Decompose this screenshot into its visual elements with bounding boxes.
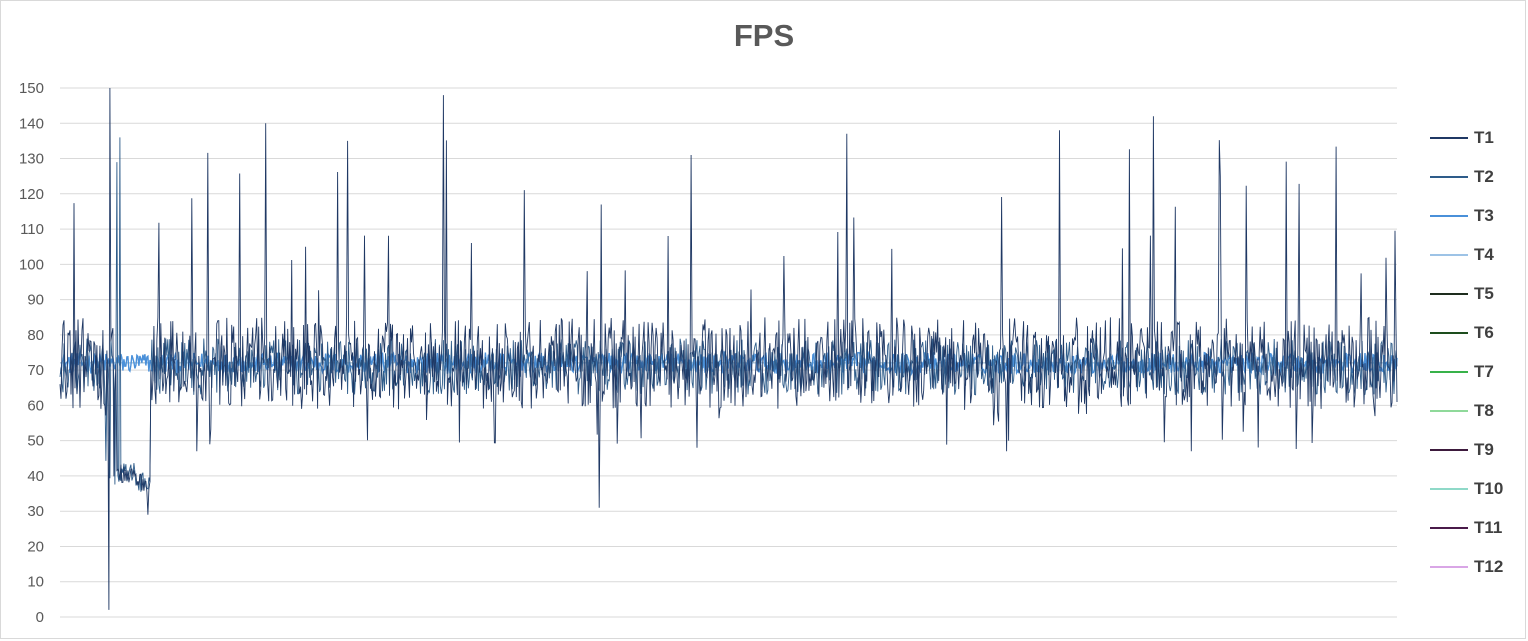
series-line-t1: [59, 87, 1398, 610]
gridlines: [60, 87, 1397, 618]
legend-item-t3: T3: [1430, 204, 1520, 243]
y-tick-label: 40: [27, 468, 44, 485]
legend-label: T7: [1474, 362, 1494, 381]
y-tick-label: 30: [27, 503, 44, 520]
legend-label: T3: [1474, 206, 1494, 225]
legend-swatch: [1430, 293, 1468, 295]
legend-label: T2: [1474, 167, 1494, 186]
legend-swatch: [1430, 410, 1468, 412]
chart-title: FPS: [733, 18, 795, 53]
legend-label: T4: [1474, 245, 1494, 264]
y-tick-label: 60: [27, 397, 44, 414]
legend-swatch: [1430, 371, 1468, 373]
y-tick-label: 120: [19, 186, 44, 203]
legend-label: T12: [1474, 557, 1504, 576]
y-tick-label: 50: [27, 433, 44, 450]
legend-item-t2: T2: [1430, 165, 1520, 204]
legend-swatch: [1430, 137, 1468, 139]
legend-label: T10: [1474, 479, 1504, 498]
legend-item-t8: T8: [1430, 399, 1520, 438]
y-tick-label: 130: [19, 151, 44, 168]
legend-item-t10: T10: [1430, 477, 1520, 516]
legend-item-t9: T9: [1430, 438, 1520, 477]
legend-swatch: [1430, 176, 1468, 178]
legend-label: T8: [1474, 401, 1494, 420]
legend-item-t7: T7: [1430, 360, 1520, 399]
legend-swatch: [1430, 488, 1468, 490]
y-tick-label: 10: [27, 574, 44, 591]
legend-swatch: [1430, 254, 1468, 256]
legend-swatch: [1430, 215, 1468, 217]
legend-swatch: [1430, 566, 1468, 568]
series-line-t2: [59, 137, 1398, 492]
y-axis-tick-labels: 0 10 20 30 40 50 60 70 80 90 100 110 120 130 140 150: [19, 80, 44, 626]
y-tick-label: 70: [27, 362, 44, 379]
y-tick-label: 140: [19, 115, 44, 132]
legend-label: T11: [1474, 518, 1503, 537]
legend-swatch: [1430, 527, 1468, 529]
legend-item-t5: T5: [1430, 282, 1520, 321]
y-tick-label: 0: [36, 609, 44, 626]
legend-label: T1: [1474, 128, 1494, 147]
y-tick-label: 20: [27, 538, 44, 555]
y-tick-label: 150: [19, 80, 44, 97]
legend-label: T6: [1474, 323, 1494, 342]
legend-item-t1: T1: [1430, 126, 1520, 165]
y-tick-label: 90: [27, 292, 44, 309]
legend-item-t11: T11: [1430, 516, 1520, 555]
y-tick-label: 100: [19, 256, 44, 273]
series-lines: [59, 87, 1398, 610]
legend-swatch: [1430, 449, 1468, 451]
y-tick-label: 110: [20, 221, 44, 238]
legend-swatch: [1430, 332, 1468, 334]
legend-item-t4: T4: [1430, 243, 1520, 282]
y-tick-label: 80: [27, 327, 44, 344]
legend-label: T9: [1474, 440, 1494, 459]
legend-item-t12: T12: [1430, 555, 1520, 594]
legend-label: T5: [1474, 284, 1494, 303]
legend: T1 T2 T3 T4 T5 T6 T7 T8 T9 T10 T11 T12: [1430, 126, 1520, 594]
legend-item-t6: T6: [1430, 321, 1520, 360]
